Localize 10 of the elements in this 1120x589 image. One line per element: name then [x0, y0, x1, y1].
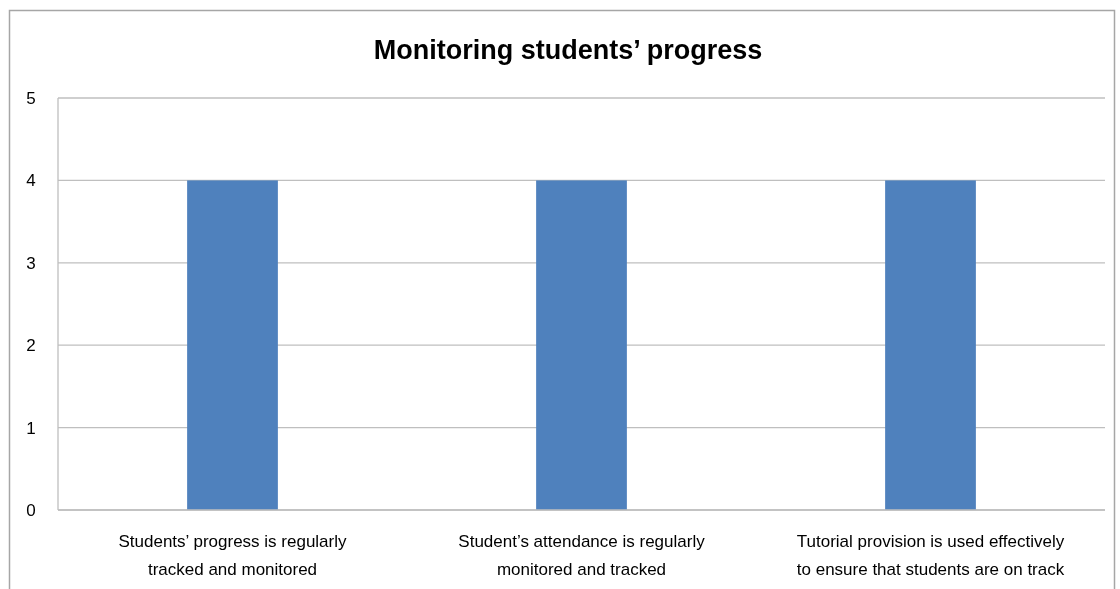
y-tick-label: 3	[26, 253, 36, 273]
y-tick-label: 5	[26, 88, 36, 108]
y-tick-label: 4	[26, 171, 36, 191]
y-tick-label: 0	[26, 500, 36, 520]
x-tick-label: Students’ progress is regularly tracked and monitored	[118, 532, 348, 579]
y-tick-label: 2	[26, 336, 36, 356]
y-tick-label: 1	[26, 418, 36, 438]
x-tick-label: Tutorial provision is used effectively to ensure that students are on track	[796, 532, 1065, 579]
x-tick-label: Student’s attendance is regularly monitored and tracked	[458, 532, 706, 579]
chart-title: Monitoring students’ progress	[373, 35, 763, 65]
